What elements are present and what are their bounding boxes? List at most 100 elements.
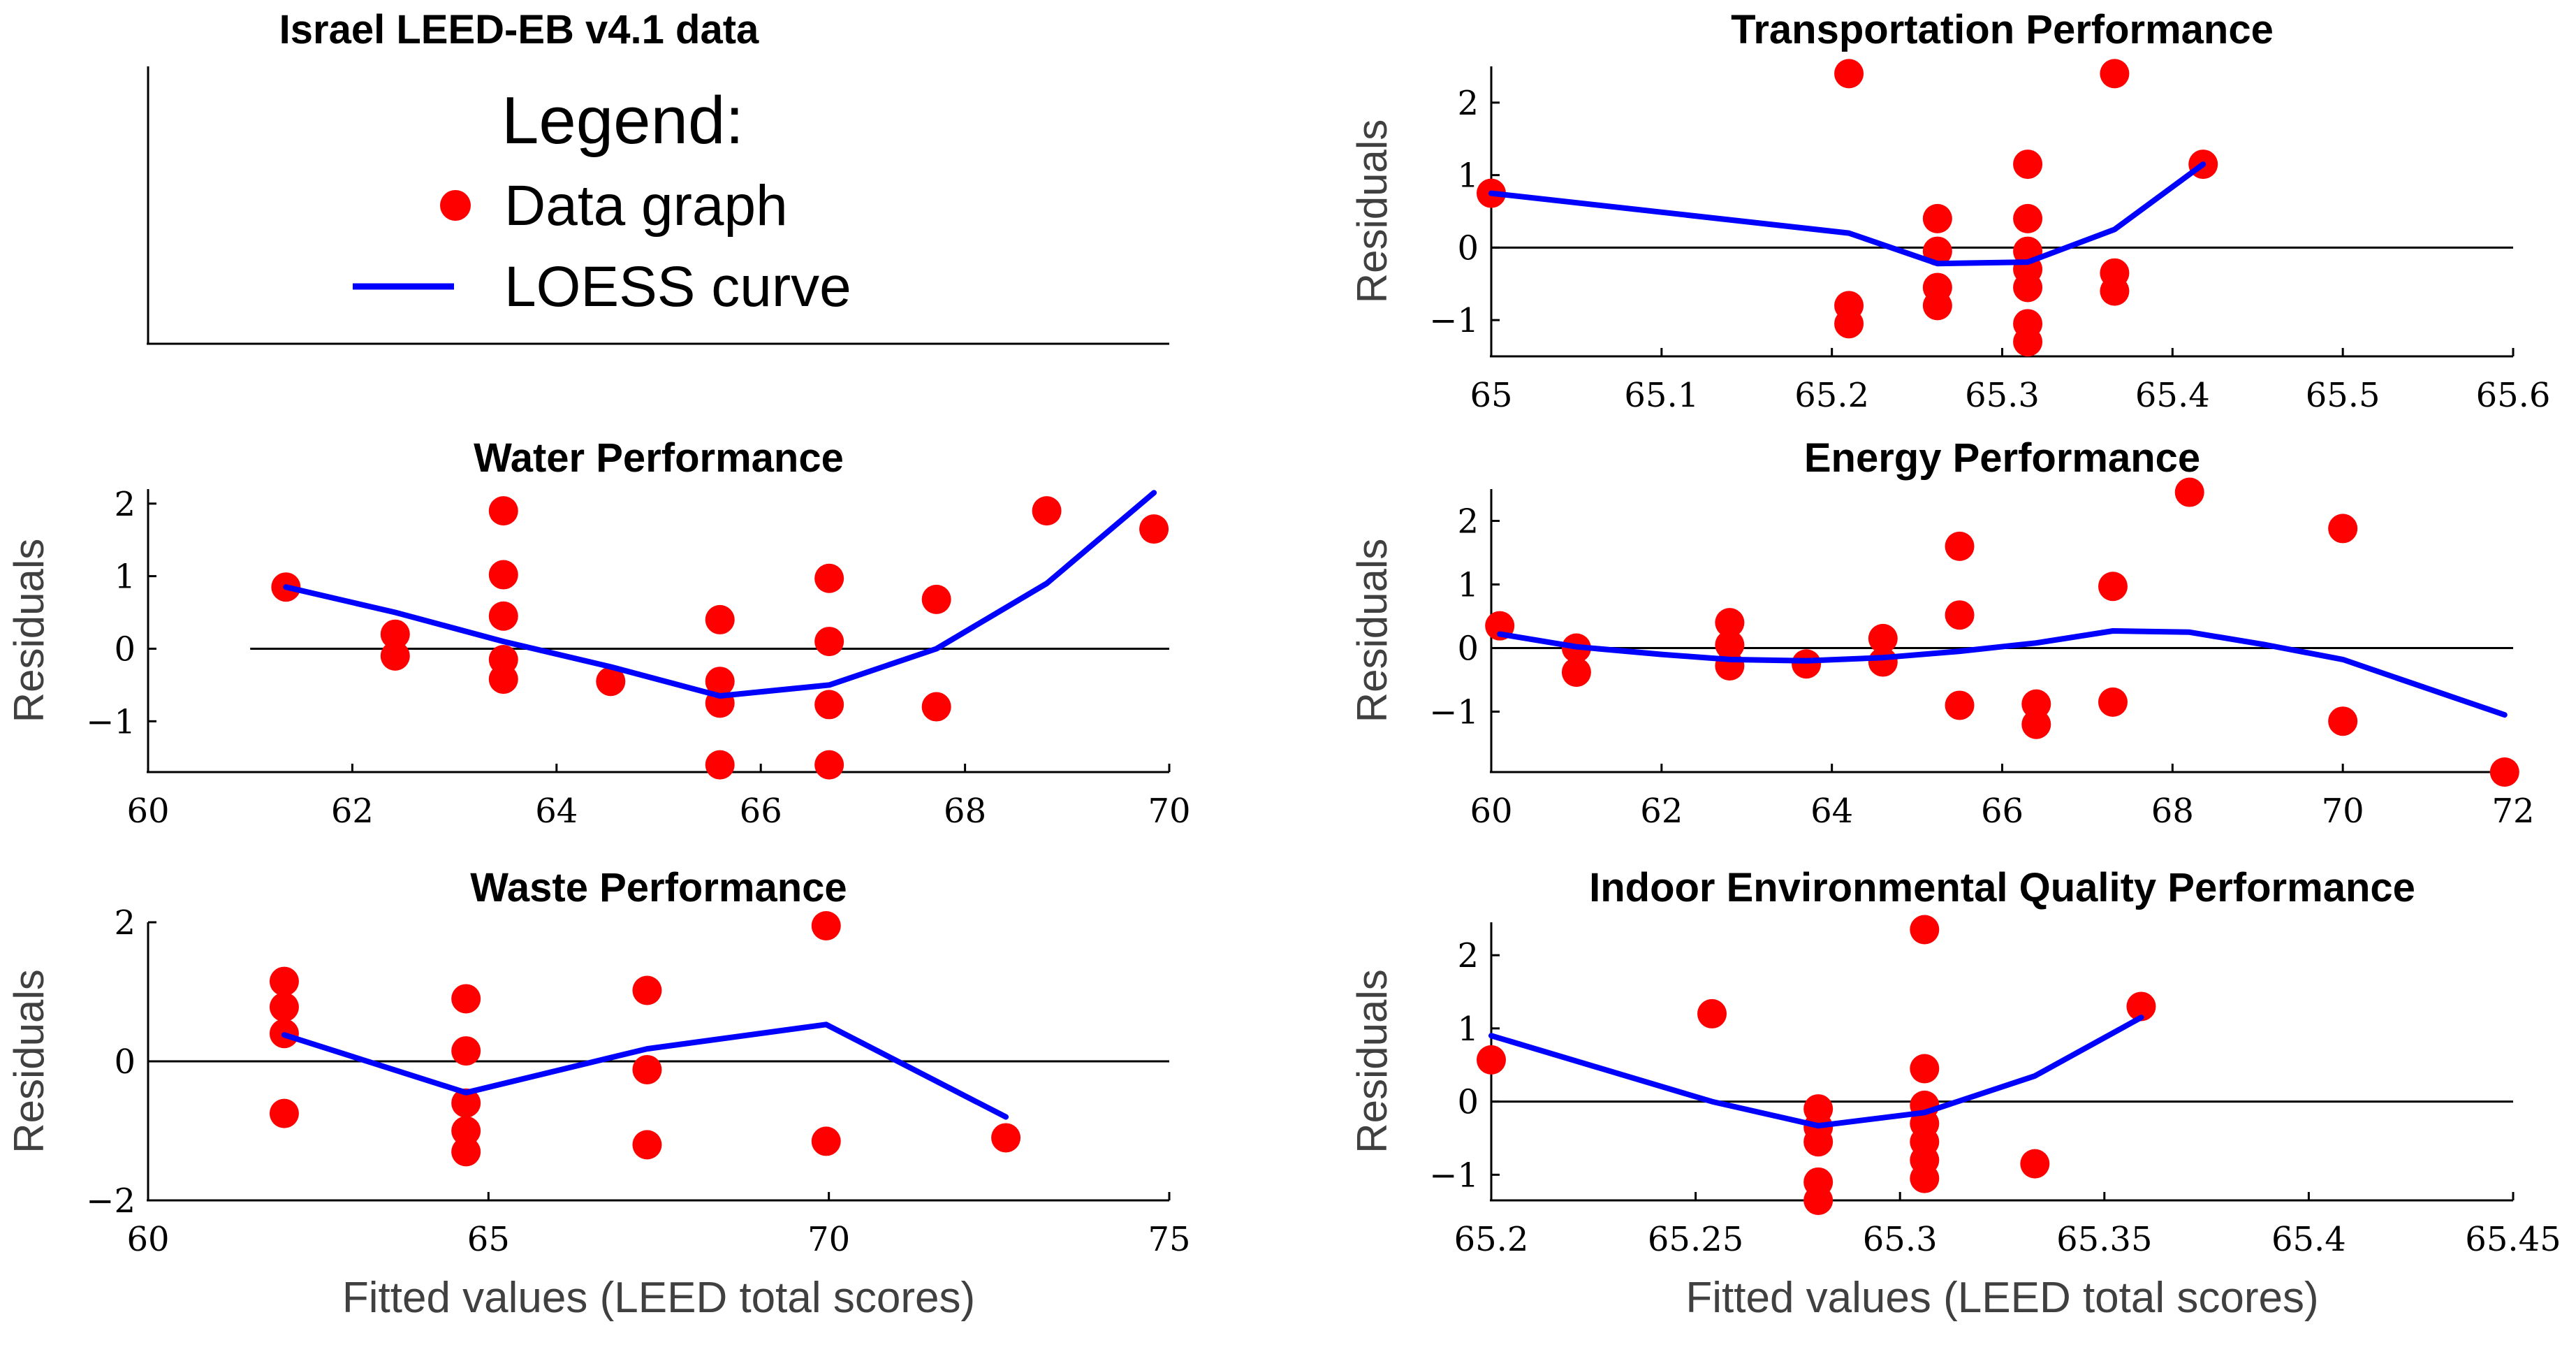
energy-data-point	[1715, 651, 1745, 681]
water-x-tick-label: 68	[944, 792, 986, 831]
water-y-tick-label: 2	[114, 485, 136, 524]
waste-loess-curve	[281, 1022, 1009, 1120]
energy-data-point	[2328, 514, 2358, 544]
ieq-data-point	[1910, 1054, 1940, 1084]
water-data-point	[488, 496, 518, 526]
ieq-chart: Indoor Environmental Quality Performance…	[1349, 865, 2561, 1322]
water-title: Water Performance	[474, 435, 844, 481]
transport-x-tick-label: 65.4	[2135, 376, 2210, 415]
waste-y-tick-label: −2	[86, 1182, 136, 1221]
transport-x-tick-label: 65.1	[1624, 376, 1699, 415]
water-data-point	[380, 641, 410, 671]
water-y-tick-label: −1	[86, 702, 136, 741]
transport-data-point	[1922, 291, 1952, 321]
water-data-point	[380, 619, 410, 649]
water-data-point	[705, 667, 735, 697]
transport-data-point	[2013, 327, 2043, 357]
ieq-x-tick-label: 65.25	[1648, 1220, 1743, 1259]
energy-y-tick-label: 2	[1457, 502, 1479, 541]
transport-y-tick-label: 0	[1457, 228, 1479, 268]
water-y-tick-label: 0	[114, 630, 136, 669]
energy-data-point	[1945, 600, 1975, 630]
transport-y-tick-label: 2	[1457, 84, 1479, 123]
ieq-x-tick-label: 65.4	[2271, 1220, 2346, 1259]
figure-title: Israel LEED-EB v4.1 data	[279, 7, 759, 52]
waste-data-point	[811, 910, 841, 940]
ieq-x-tick-label: 65.45	[2465, 1220, 2561, 1259]
waste-x-tick-label: 70	[807, 1220, 850, 1259]
energy-chart: Energy Performance 60 62 64 66 68 70 72 −1 0 1 2 Res…	[1349, 435, 2535, 831]
water-x-tick-label: 60	[126, 792, 169, 831]
energy-data-point	[1868, 647, 1898, 677]
transport-x-tick-label: 65.2	[1794, 376, 1869, 415]
water-data-point	[1139, 514, 1169, 544]
transport-x-tick-label: 65.3	[1965, 376, 2040, 415]
transport-data-point	[1834, 309, 1864, 339]
water-y-tick-label: 1	[114, 558, 136, 597]
transport-y-tick-label: 1	[1457, 157, 1479, 196]
transport-x-tick-label: 65.6	[2476, 376, 2551, 415]
waste-x-tick-label: 75	[1148, 1220, 1190, 1259]
ieq-data-point	[1803, 1127, 1834, 1157]
transport-x-tick-label: 65	[1470, 376, 1512, 415]
transport-chart: Transportation Performance 65 65.1 65.2 65.3…	[1349, 7, 2550, 415]
waste-x-label: Fitted values (LEED total scores)	[342, 1274, 975, 1322]
waste-data-point	[991, 1123, 1021, 1153]
energy-data-point	[2021, 709, 2051, 739]
energy-data-point	[2098, 687, 2128, 717]
plots-container: Transportation Performance 65 65.1 65.2 65.3…	[6, 7, 2561, 1322]
ieq-y-tick-label: 1	[1457, 1010, 1479, 1049]
waste-x-tick-label: 65	[467, 1220, 510, 1259]
transport-data-point	[2013, 203, 2043, 233]
water-data-point	[705, 604, 735, 634]
energy-data-point	[1868, 623, 1898, 653]
water-data-point	[488, 601, 518, 631]
waste-data-point	[269, 966, 299, 996]
transport-data-point	[2100, 59, 2130, 89]
transport-loess-curve	[1488, 161, 2207, 267]
ieq-y-tick-label: 2	[1457, 936, 1479, 975]
waste-data-point	[451, 984, 481, 1014]
legend-data-label: Data graph	[504, 174, 788, 238]
energy-data-point	[1945, 531, 1975, 561]
ieq-x-tick-label: 65.35	[2056, 1220, 2152, 1259]
water-data-point	[705, 750, 735, 780]
energy-data-point	[1945, 690, 1975, 720]
waste-data-point	[632, 975, 662, 1005]
energy-x-tick-label: 66	[1981, 792, 2024, 831]
energy-data-point	[2174, 477, 2204, 507]
water-data-point	[1032, 496, 1062, 526]
energy-y-tick-label: 0	[1457, 630, 1479, 669]
energy-x-tick-label: 62	[1640, 792, 1683, 831]
waste-data-point	[632, 1054, 662, 1084]
energy-loess-curve	[1497, 628, 2508, 718]
transport-title: Transportation Performance	[1731, 7, 2274, 52]
water-data-point	[814, 690, 844, 720]
ieq-data-point	[1910, 1163, 1940, 1193]
water-x-tick-label: 62	[331, 792, 374, 831]
water-x-tick-label: 64	[535, 792, 578, 831]
transport-data-point	[2100, 276, 2130, 306]
ieq-data-point	[1910, 915, 1940, 945]
transport-data-point	[1834, 59, 1864, 89]
water-loess-curve	[283, 490, 1157, 699]
ieq-title: Indoor Environmental Quality Performance	[1589, 865, 2415, 910]
ieq-x-label: Fitted values (LEED total scores)	[1685, 1274, 2318, 1322]
energy-x-tick-label: 64	[1810, 792, 1853, 831]
transport-data-point	[2013, 150, 2043, 180]
ieq-x-tick-label: 65.3	[1863, 1220, 1938, 1259]
energy-data-point	[1792, 649, 1822, 679]
ieq-data-point	[2020, 1149, 2050, 1179]
energy-x-tick-label: 68	[2151, 792, 2194, 831]
water-y-label: Residuals	[6, 539, 52, 722]
ieq-y-label: Residuals	[1349, 969, 1396, 1153]
energy-data-point	[1561, 657, 1591, 688]
ieq-data-point	[1477, 1045, 1506, 1075]
energy-y-label: Residuals	[1349, 539, 1396, 722]
legend-data-marker	[440, 190, 471, 221]
transport-data-point	[2013, 272, 2043, 303]
waste-data-point	[451, 1036, 481, 1066]
waste-chart: Waste Performance 60 65 70 75 −2 0 2 Residuals Fi…	[6, 865, 1191, 1322]
energy-data-point	[1715, 630, 1745, 660]
